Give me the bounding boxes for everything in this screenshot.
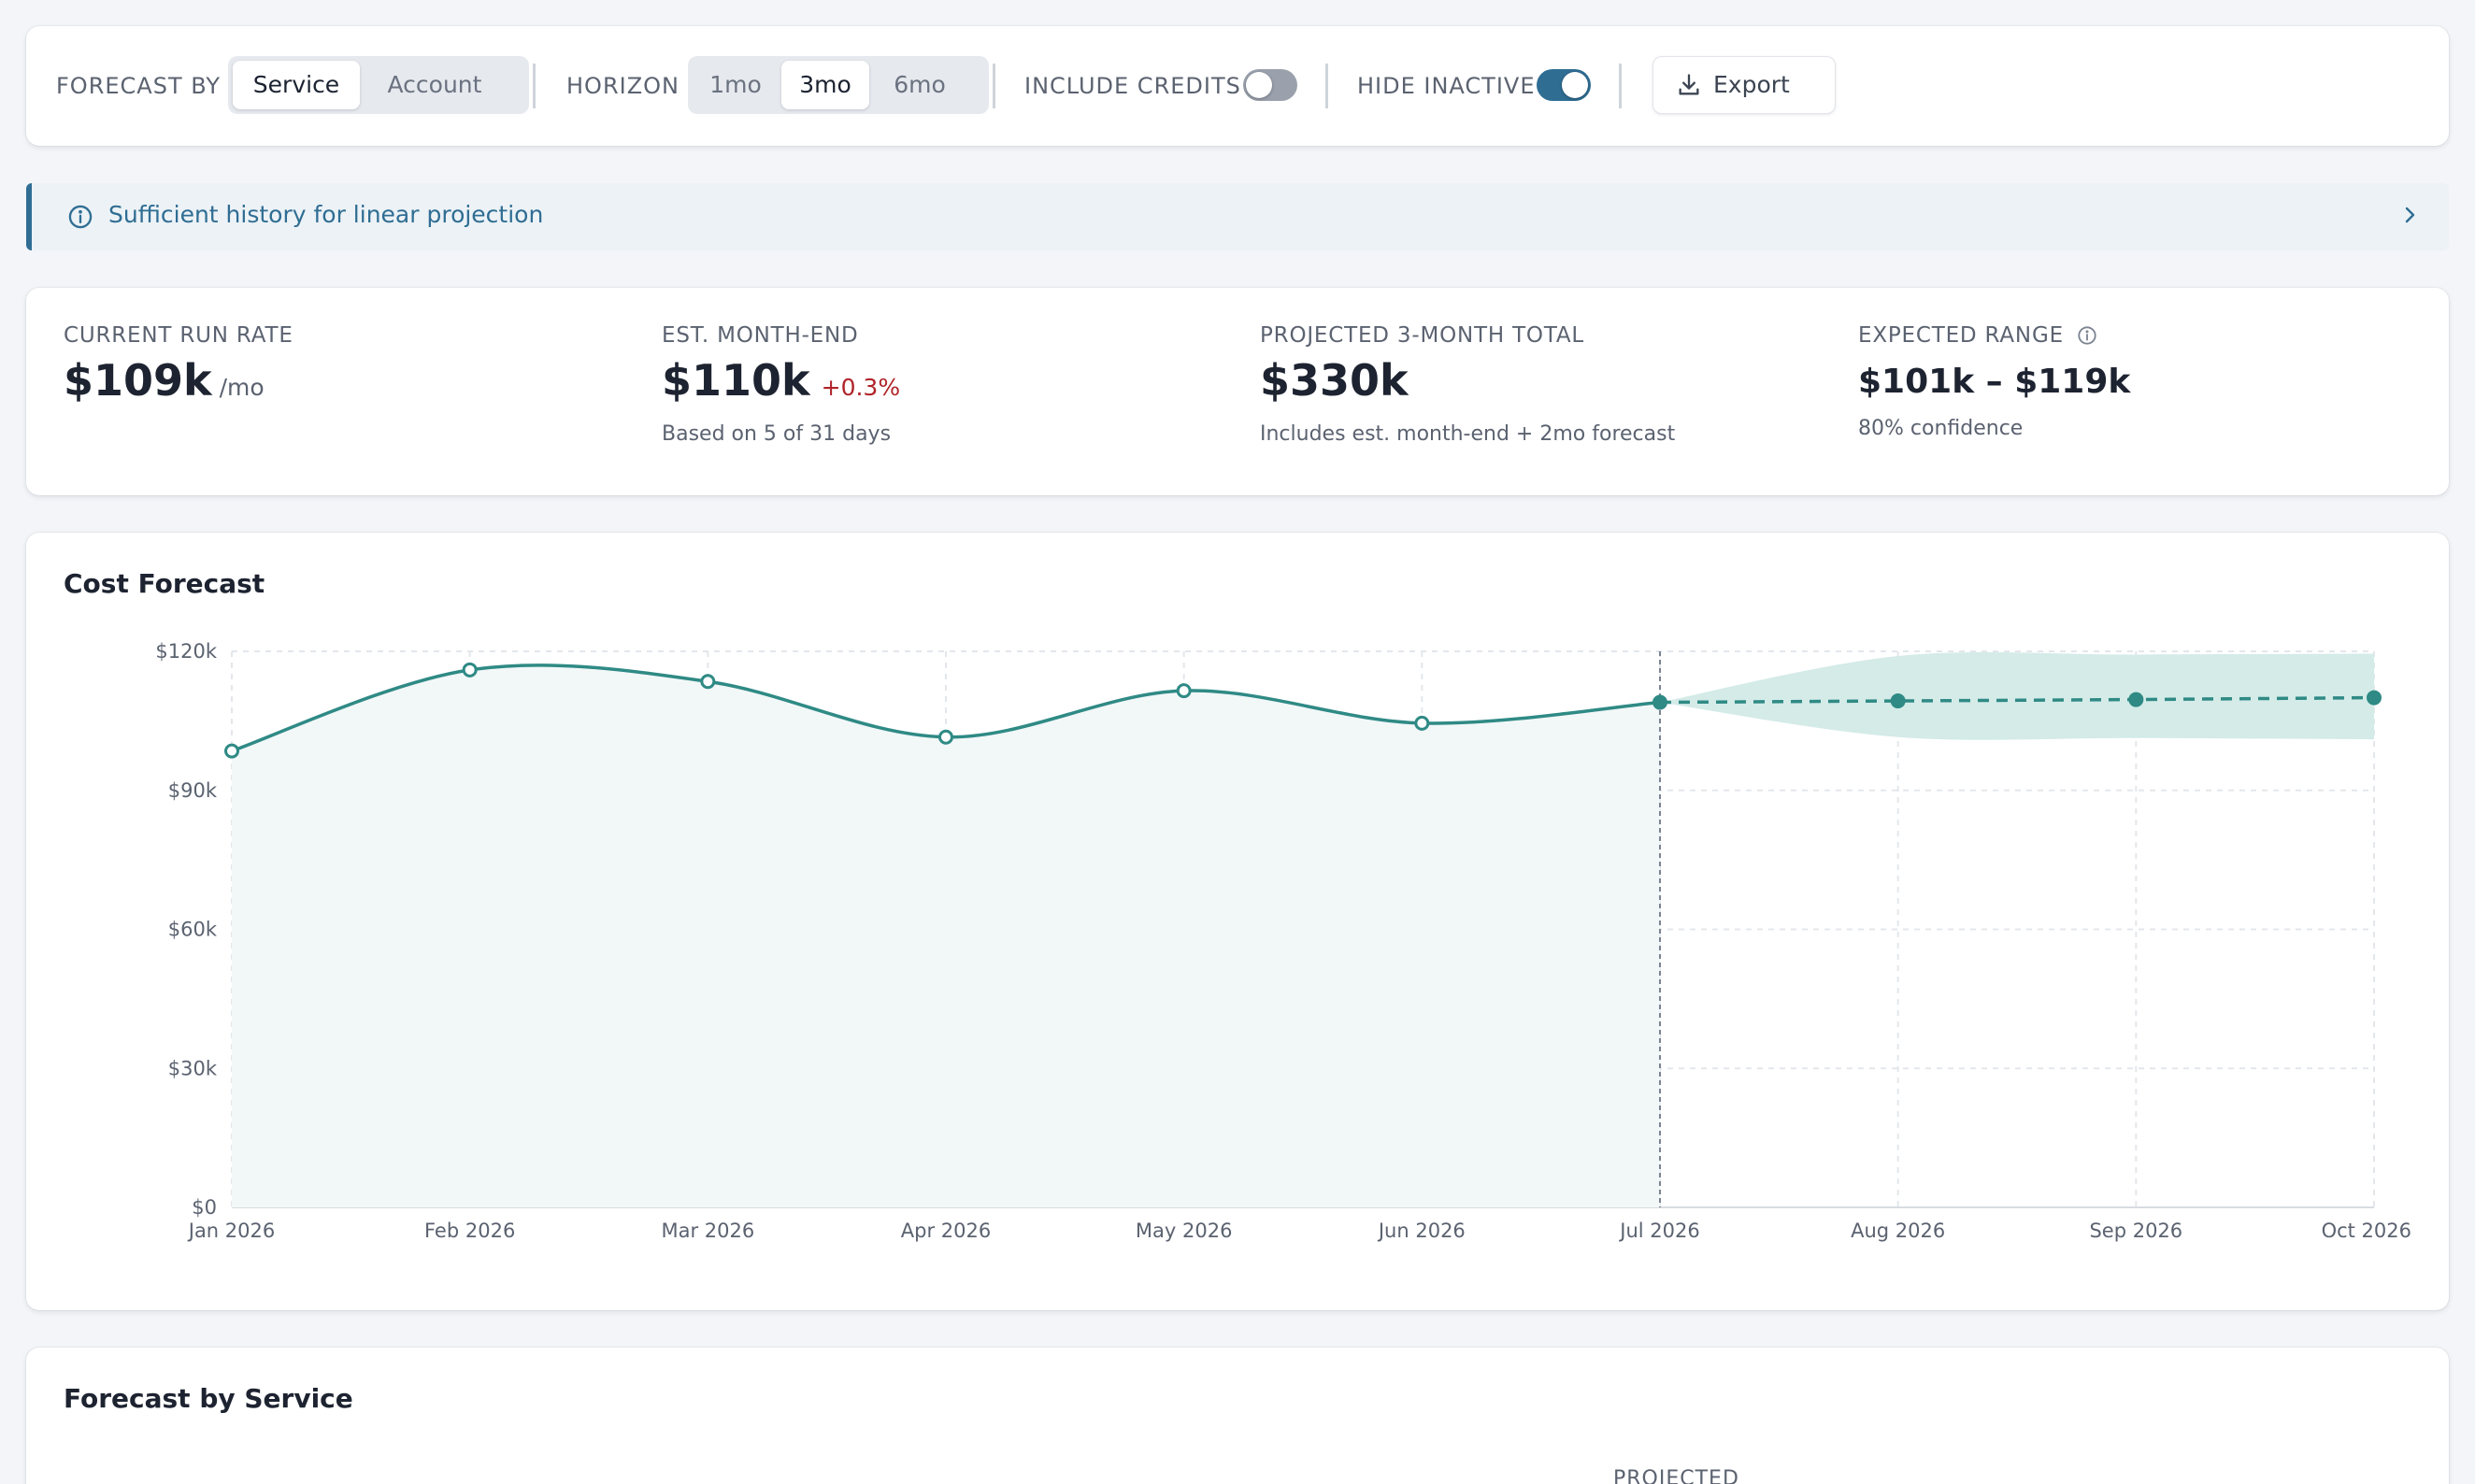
forecast-by-account-option[interactable]: Account (387, 71, 482, 98)
x-tick-label: Apr 2026 (901, 1220, 991, 1242)
x-tick-label: Sep 2026 (2089, 1220, 2182, 1242)
horizon-6mo-option[interactable]: 6mo (894, 71, 946, 98)
metric-value: $330k (1260, 355, 1409, 406)
actual-data-point (1652, 694, 1667, 710)
x-tick-label: Oct 2026 (2322, 1220, 2411, 1242)
forecast-by-label: FORECAST BY (56, 73, 222, 99)
horizon-1mo-option[interactable]: 1mo (709, 71, 762, 98)
include-credits-toggle[interactable] (1243, 69, 1297, 101)
y-tick-label: $0 (192, 1196, 217, 1219)
metric-value: $109k/mo (64, 355, 265, 406)
actual-area-fill (232, 664, 1660, 1207)
x-tick-label: Jan 2026 (187, 1220, 276, 1242)
hide-inactive-toggle[interactable] (1537, 69, 1591, 101)
actual-data-point (1176, 683, 1192, 699)
metric-value: $110k +0.3% (662, 355, 900, 406)
actual-data-point (700, 674, 716, 690)
x-tick-label: May 2026 (1136, 1220, 1233, 1242)
month-end-value: $110k (662, 355, 810, 406)
metric-label: EXPECTED RANGE (1858, 323, 2097, 348)
metric-subtext: 80% confidence (1858, 417, 2024, 440)
hide-inactive-label: HIDE INACTIVE (1357, 73, 1536, 99)
forecast-cost-line (1659, 695, 2375, 705)
info-icon[interactable] (2077, 325, 2097, 346)
metric-label: EST. MONTH-END (662, 323, 859, 348)
metric-subtext: Based on 5 of 31 days (662, 422, 892, 446)
metric-label: PROJECTED 3-MONTH TOTAL (1260, 323, 1585, 348)
horizon-segmented-control: 1mo 3mo 6mo (688, 56, 989, 114)
x-tick-label: Mar 2026 (661, 1220, 754, 1242)
metric-subtext: Includes est. month-end + 2mo forecast (1260, 422, 1676, 446)
projection-info-banner[interactable]: Sufficient history for linear projection (26, 183, 2449, 250)
column-header-projected: PROJECTED (1613, 1467, 1739, 1484)
metric-label: CURRENT RUN RATE (64, 323, 293, 348)
forecast-by-segmented-control: Service Account (228, 56, 529, 114)
y-tick-label: $30k (168, 1057, 218, 1079)
metric-value: $101k – $119k (1858, 363, 2131, 401)
chevron-right-icon (2405, 207, 2415, 223)
cost-forecast-chart: $0 $30k $60k $90k $120k Jan 2026 Feb 2026 Mar 2… (155, 640, 2411, 1242)
x-tick-label: Aug 2026 (1851, 1220, 1945, 1242)
toolbar-divider (1619, 64, 1622, 108)
actual-data-point (462, 662, 478, 678)
export-button-label: Export (1713, 71, 1790, 98)
banner-text: Sufficient history for linear projection (108, 201, 544, 228)
actual-data-point (938, 729, 953, 745)
actual-data-point (224, 743, 239, 759)
forecast-toolbar: FORECAST BY Service Account HORIZON 1mo … (26, 26, 2449, 146)
run-rate-value: $109k (64, 355, 212, 406)
export-button[interactable]: Export (1652, 56, 1836, 114)
range-label-text: EXPECTED RANGE (1858, 323, 2064, 348)
service-card-title: Forecast by Service (64, 1383, 353, 1414)
toggle-knob (1246, 72, 1272, 98)
actual-data-point (1414, 715, 1430, 731)
chart-title: Cost Forecast (64, 568, 265, 599)
forecast-by-service-card: Forecast by Service PROJECTED (26, 1348, 2449, 1484)
confidence-band (1660, 651, 2374, 740)
month-end-delta: +0.3% (821, 374, 901, 401)
forecast-data-point (2367, 690, 2382, 706)
info-icon (68, 205, 93, 229)
toolbar-divider (1325, 64, 1328, 108)
forecast-data-point (2128, 692, 2144, 707)
toggle-knob (1562, 72, 1588, 98)
y-tick-label: $60k (168, 919, 218, 941)
toolbar-divider (533, 64, 536, 108)
forecast-by-service-option[interactable]: Service (233, 61, 360, 109)
x-tick-label: Feb 2026 (424, 1220, 515, 1242)
x-tick-label: Jun 2026 (1377, 1220, 1466, 1242)
include-credits-label: INCLUDE CREDITS (1024, 73, 1241, 99)
download-icon (1679, 74, 1699, 95)
forecast-data-point (1890, 693, 1906, 709)
forecast-metrics-card: CURRENT RUN RATE $109k/mo EST. MONTH-END… (26, 288, 2449, 495)
y-tick-label: $90k (168, 779, 218, 802)
y-tick-label: $120k (155, 640, 217, 663)
horizon-label: HORIZON (566, 73, 680, 99)
toolbar-divider (993, 64, 995, 108)
x-tick-label: Jul 2026 (1618, 1220, 1699, 1242)
horizon-3mo-option[interactable]: 3mo (781, 61, 869, 109)
cost-forecast-card: $0 $30k $60k $90k $120k Jan 2026 Feb 2026 Mar 2… (26, 533, 2449, 1310)
run-rate-unit: /mo (219, 374, 265, 401)
